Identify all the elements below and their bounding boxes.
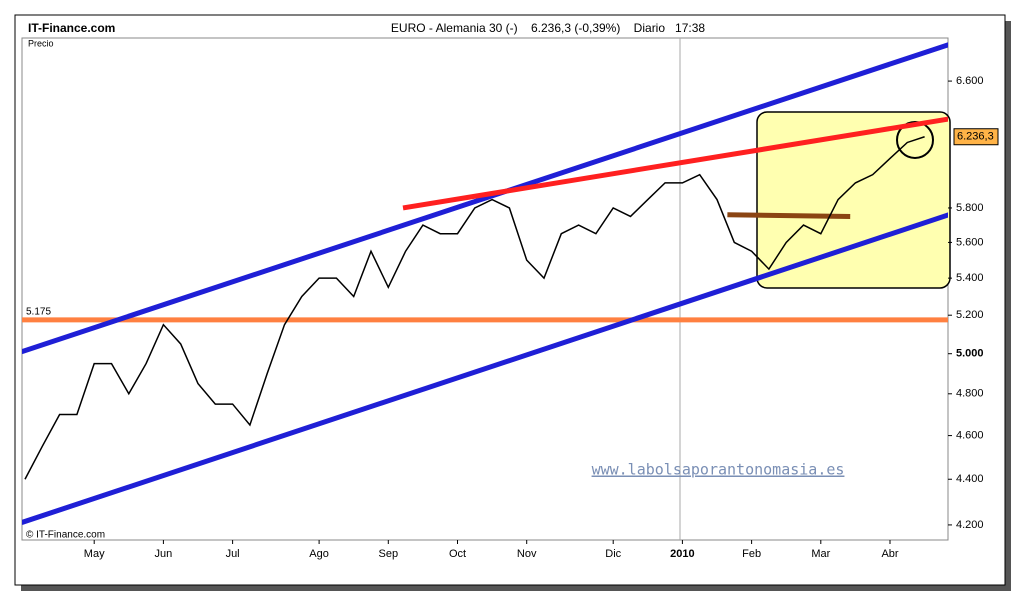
x-tick-label: Ago [309, 548, 329, 560]
y-tick-label: 6.600 [956, 75, 984, 87]
x-tick-label: 2010 [670, 548, 694, 560]
y-tick-label: 5.800 [956, 202, 984, 214]
x-tick-label: May [84, 548, 105, 560]
x-tick-label: Jun [155, 548, 173, 560]
plot-layer [22, 42, 948, 525]
x-tick-label: Jul [226, 548, 240, 560]
y-tick-label: 4.400 [956, 473, 984, 485]
x-tick-label: Oct [449, 548, 466, 560]
y-tick-label: 5.200 [956, 309, 984, 321]
trend-line [22, 42, 948, 355]
x-tick-label: Dic [605, 548, 621, 560]
support-label: 5.175 [26, 307, 51, 318]
trend-line [402, 116, 948, 211]
y-tick-label: 5.000 [956, 348, 984, 360]
last-price-box [953, 128, 999, 146]
x-tick-label: Feb [742, 548, 761, 560]
y-tick-label: 5.600 [956, 236, 984, 248]
y-axis-label: Precio [28, 38, 54, 48]
y-tick-label: 4.800 [956, 388, 984, 400]
y-tick-label: 5.400 [956, 272, 984, 284]
y-tick-label: 4.600 [956, 429, 984, 441]
price-line [24, 136, 925, 480]
trend-line [22, 212, 948, 525]
x-tick-label: Abr [881, 548, 898, 560]
x-tick-label: Nov [517, 548, 537, 560]
trend-line [727, 212, 851, 219]
last-price-label: 6.236,3 [957, 131, 994, 143]
source: IT-Finance.com [28, 21, 115, 35]
x-tick-label: Sep [379, 548, 399, 560]
y-tick-label: 4.200 [956, 519, 984, 531]
watermark: www.labolsaporantonomasia.es [592, 461, 845, 479]
copyright: © IT-Finance.com [26, 530, 105, 541]
x-tick-label: Mar [811, 548, 830, 560]
highlight-box [756, 111, 951, 289]
chart-title: EURO - Alemania 30 (-) 6.236,3 (-0,39%) … [391, 21, 705, 35]
